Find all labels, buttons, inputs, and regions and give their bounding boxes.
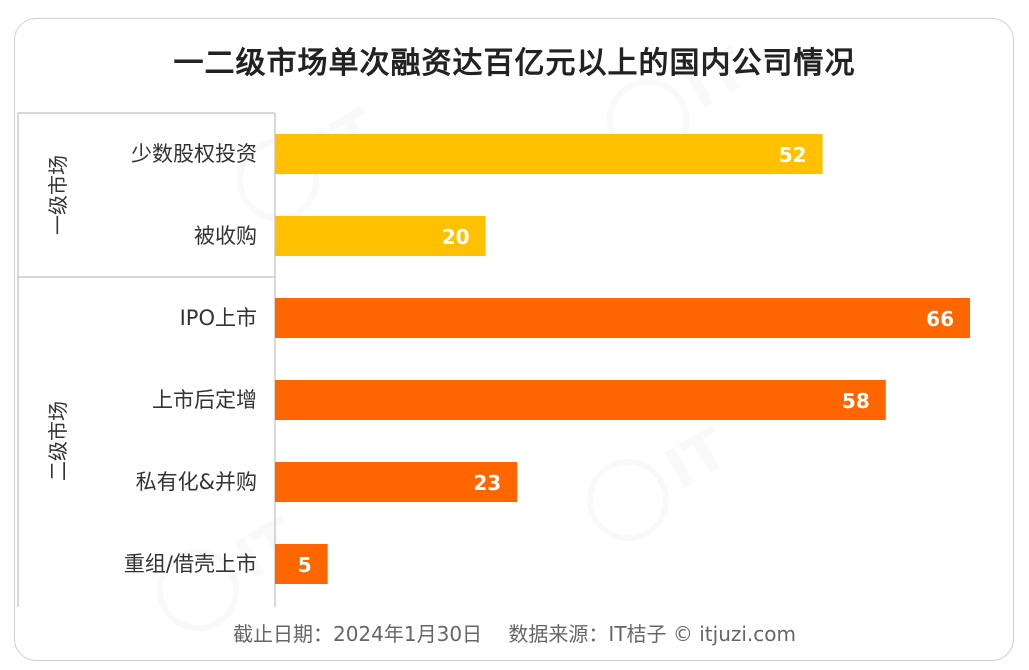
value-labels: 52 20 66 58 23 5 [298,143,954,577]
data-label: 5 [298,553,312,577]
bar [275,134,823,174]
category-label: 少数股权投资 [131,142,257,166]
category-label: IPO上市 [180,306,257,330]
data-label: 52 [779,143,807,167]
data-label: 58 [842,389,870,413]
category-label: 被收购 [194,224,257,248]
footer-source: 数据来源：IT桔子 © itjuzi.com [508,622,797,646]
bar [275,298,970,338]
group-label: 二级市场 [46,401,70,481]
category-frame [17,112,276,607]
chart-card [14,18,1014,661]
bar [275,216,486,256]
footer: 截止日期：2024年1月30日 数据来源：IT桔子 © itjuzi.com [0,618,1029,647]
footer-date: 截止日期：2024年1月30日 [232,622,483,646]
category-label: 私有化&并购 [136,470,257,494]
data-label: 66 [926,307,954,331]
chart-title: 一二级市场单次融资达百亿元以上的国内公司情况 [173,46,856,81]
group-label: 一级市场 [46,155,70,235]
bar [275,380,886,420]
bars [275,134,970,584]
category-label: 上市后定增 [152,388,257,412]
data-label: 20 [442,225,470,249]
category-label: 重组/借壳上市 [124,552,257,576]
bar [275,544,328,584]
bar [275,462,518,502]
data-label: 23 [473,471,501,495]
